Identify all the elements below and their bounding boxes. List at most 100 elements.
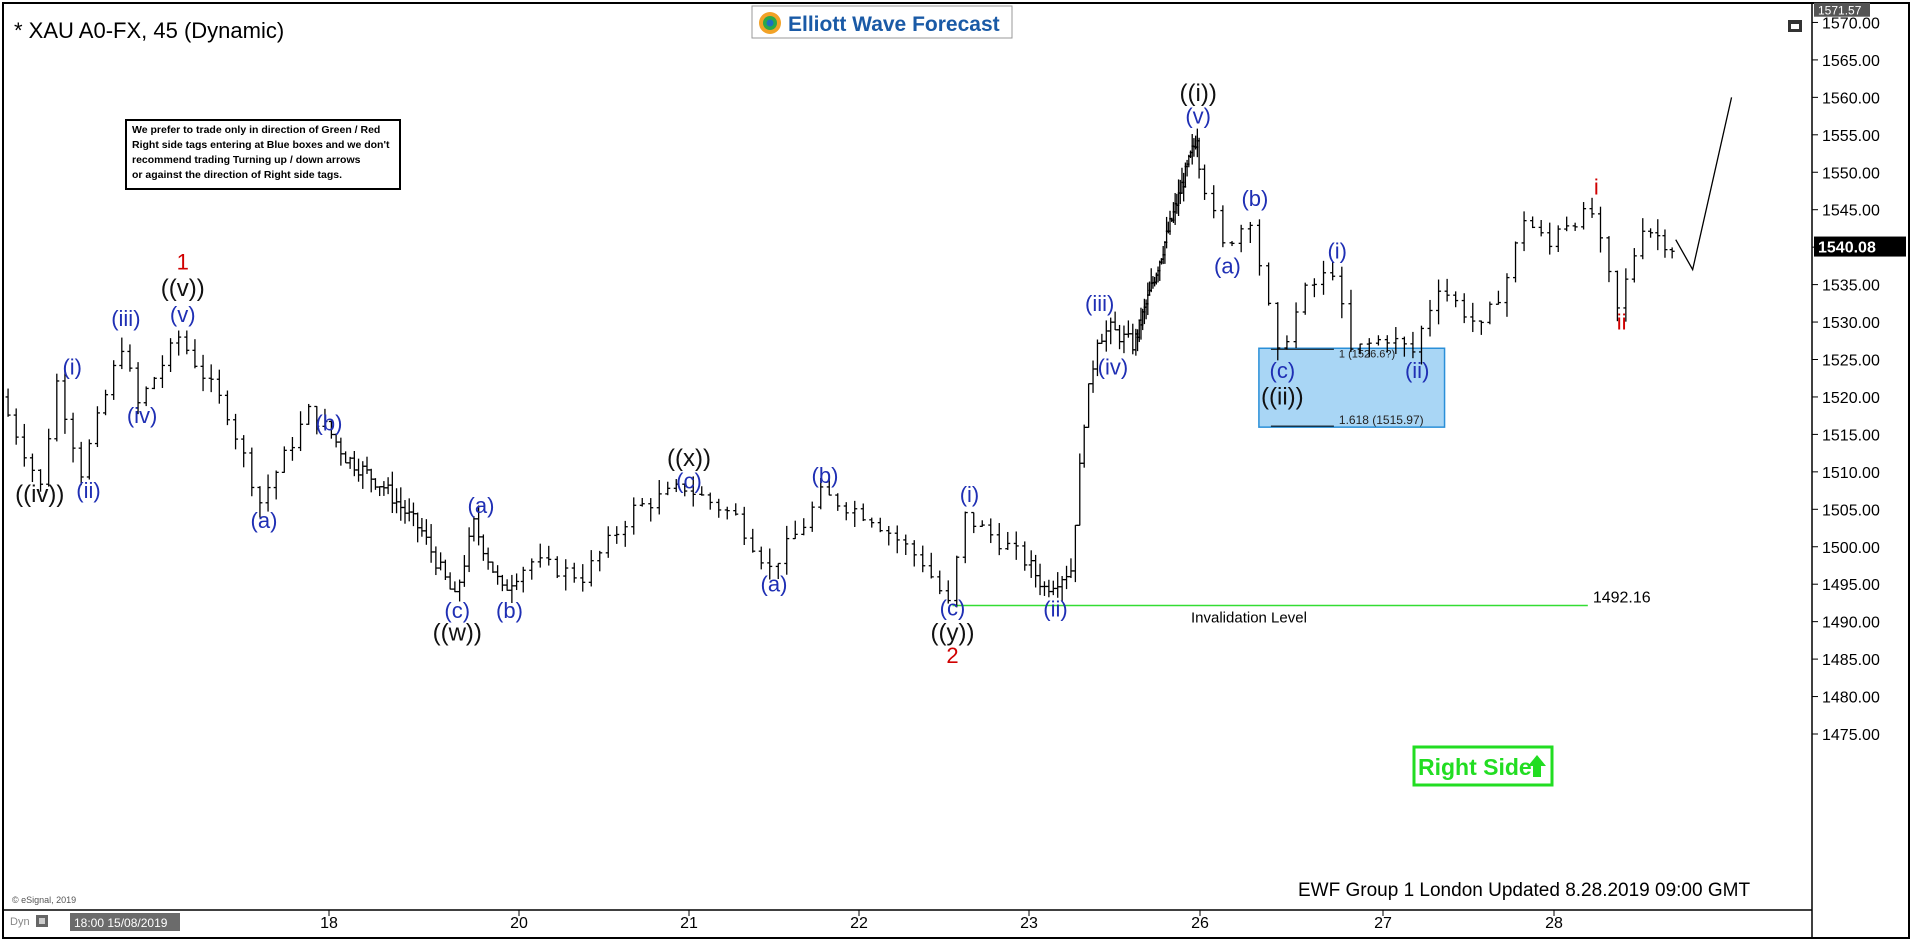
y-tick-label: 1550.00 xyxy=(1822,165,1880,182)
price-bar xyxy=(1037,563,1043,596)
wave-label-0: ((iv)) xyxy=(15,481,64,508)
price-bar xyxy=(1311,278,1317,298)
y-tick-label: 1505.00 xyxy=(1822,502,1880,519)
price-bar xyxy=(360,461,366,489)
price-bar xyxy=(1598,206,1603,253)
price-bar xyxy=(224,390,230,426)
y-tick-label: 1530.00 xyxy=(1822,315,1880,332)
wave-label-3: (iii) xyxy=(111,306,140,331)
price-bar xyxy=(784,525,790,575)
price-bar xyxy=(801,518,807,536)
price-bar xyxy=(937,570,943,595)
price-bar xyxy=(1631,248,1637,283)
price-bar xyxy=(314,405,320,435)
price-bar xyxy=(665,481,671,496)
price-bar xyxy=(1348,289,1354,352)
top-price-label: 1571.57 xyxy=(1818,4,1862,18)
price-bar xyxy=(338,437,344,466)
price-bar xyxy=(529,558,535,580)
price-bar xyxy=(1013,531,1019,560)
blue-box-zone xyxy=(1258,347,1446,428)
price-bar xyxy=(962,511,968,564)
price-bar xyxy=(767,548,773,580)
price-bar xyxy=(826,476,832,496)
price-bar xyxy=(94,406,100,448)
copyright: © eSignal, 2019 xyxy=(12,895,76,905)
price-bar xyxy=(911,540,917,567)
y-tick-label: 1535.00 xyxy=(1822,278,1880,295)
price-bar xyxy=(1064,565,1070,590)
wave-label-16: (a) xyxy=(761,572,788,597)
price-bar xyxy=(1478,320,1484,335)
price-bar xyxy=(554,556,560,579)
last-price-label: 1540.08 xyxy=(1818,240,1876,257)
price-bar xyxy=(192,339,198,369)
price-bar xyxy=(1384,335,1390,353)
price-bar xyxy=(176,330,182,356)
y-tick-label: 1485.00 xyxy=(1822,652,1880,669)
price-bar xyxy=(471,516,477,542)
price-bar xyxy=(1436,279,1442,325)
price-bar xyxy=(1117,324,1123,350)
price-bar xyxy=(168,338,174,373)
price-bar xyxy=(62,366,68,434)
price-bar xyxy=(1504,273,1510,317)
price-bar xyxy=(1357,343,1363,355)
price-bar xyxy=(1623,268,1629,322)
wave-label-22: (ii) xyxy=(1043,596,1067,621)
price-bar xyxy=(1005,531,1011,550)
price-bar xyxy=(1427,299,1433,337)
y-tick-label: 1545.00 xyxy=(1822,203,1880,220)
price-bar xyxy=(216,369,222,404)
price-bar xyxy=(398,487,404,521)
price-bar xyxy=(571,562,577,583)
price-bar xyxy=(1055,572,1061,598)
projection-path xyxy=(1675,97,1733,272)
price-bar xyxy=(1033,554,1039,588)
price-bar xyxy=(1495,290,1501,305)
price-bar xyxy=(1410,331,1416,359)
price-bar xyxy=(1572,222,1578,231)
price-bar xyxy=(208,364,214,393)
price-bar xyxy=(588,550,594,587)
price-bar xyxy=(452,581,458,593)
price-bar xyxy=(1461,293,1467,324)
y-tick-label: 1495.00 xyxy=(1822,577,1880,594)
price-bar xyxy=(419,517,425,537)
y-tick-label: 1520.00 xyxy=(1822,390,1880,407)
price-bar xyxy=(1640,218,1646,260)
price-bar xyxy=(1321,260,1327,295)
up-arrow-icon xyxy=(1528,755,1546,777)
price-bar xyxy=(21,423,27,467)
wave-label-25: (v) xyxy=(1185,104,1211,129)
price-bar xyxy=(143,386,149,407)
wave-label-12: (a) xyxy=(468,493,495,518)
wave-label-17: (b) xyxy=(812,463,839,488)
price-bar xyxy=(1669,247,1675,259)
price-bar xyxy=(273,470,279,500)
wave-label-30: (c) xyxy=(1270,358,1296,383)
price-bar xyxy=(758,546,764,570)
y-tick-label: 1570.00 xyxy=(1822,15,1880,32)
y-tick-label: 1500.00 xyxy=(1822,540,1880,557)
x-tick-label: 21 xyxy=(680,915,698,932)
price-bar xyxy=(877,517,883,533)
price-bar xyxy=(1470,302,1476,333)
price-bar xyxy=(372,478,378,490)
price-bar xyxy=(389,471,395,513)
note-line-3: recommend trading Turning up / down arro… xyxy=(132,154,361,166)
y-tick-label: 1510.00 xyxy=(1822,465,1880,482)
price-bar xyxy=(1589,197,1595,218)
price-bar xyxy=(490,561,496,573)
maximize-icon[interactable] xyxy=(1788,20,1802,32)
price-bar xyxy=(485,547,491,570)
price-bar xyxy=(265,474,271,512)
wave-label-14: (c) xyxy=(676,468,702,493)
price-bar xyxy=(903,534,909,556)
price-bar xyxy=(111,360,117,400)
price-bar xyxy=(886,525,892,546)
price-bar xyxy=(1103,320,1109,352)
settings-icon[interactable] xyxy=(36,915,48,927)
